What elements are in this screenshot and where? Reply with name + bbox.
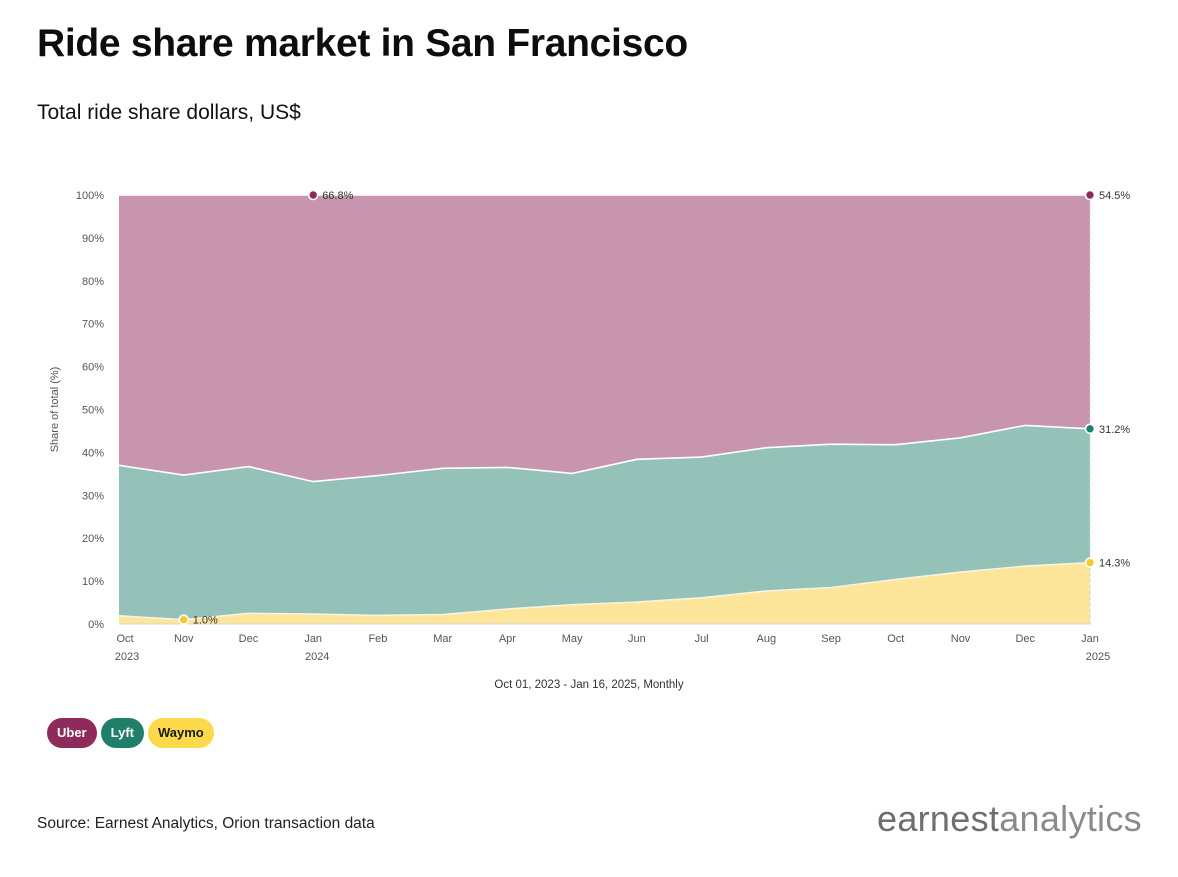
y-tick-label: 100% <box>76 190 104 202</box>
area-uber <box>119 195 1090 482</box>
y-axis-title: Share of total (%) <box>49 367 61 453</box>
marker-uber <box>307 189 319 201</box>
y-tick-label: 70% <box>82 319 104 331</box>
legend: Uber Lyft Waymo <box>47 718 214 748</box>
legend-item-lyft[interactable]: Lyft <box>100 718 144 748</box>
data-label-uber: 54.5% <box>1099 190 1130 202</box>
y-tick-label: 0% <box>88 619 104 631</box>
y-tick-label: 40% <box>82 447 104 459</box>
x-tick-label: Jun <box>628 633 646 645</box>
x-tick-label: Dec <box>239 633 259 645</box>
earnest-analytics-logo: earnestanalytics <box>877 798 1142 840</box>
x-tick-label: Dec <box>1015 633 1035 645</box>
x-tick-label: Nov <box>174 633 194 645</box>
x-tick-label: Sep <box>821 633 841 645</box>
chart-subtitle: Total ride share dollars, US$ <box>37 101 301 124</box>
x-tick-label: Jul <box>695 633 709 645</box>
x-tick-label: Oct <box>887 633 904 645</box>
x-tick-label: Oct <box>116 633 133 645</box>
line-waymo <box>118 561 1091 621</box>
x-tick-label: Nov <box>951 633 971 645</box>
y-tick-label: 10% <box>82 576 104 588</box>
line-lyft <box>118 424 1091 483</box>
x-tick-label: Aug <box>757 633 777 645</box>
legend-item-uber[interactable]: Uber <box>47 718 97 748</box>
legend-item-waymo[interactable]: Waymo <box>147 718 214 748</box>
x-tick-label: Jan <box>1081 633 1099 645</box>
logo-part-earnest: earnest <box>877 798 1000 839</box>
date-range-label: Oct 01, 2023 - Jan 16, 2025, Monthly <box>494 679 684 691</box>
y-tick-label: 50% <box>82 405 104 417</box>
y-tick-label: 20% <box>82 533 104 545</box>
logo-part-analytics: analytics <box>999 798 1142 839</box>
x-tick-label: May <box>562 633 583 645</box>
x-tick-label: Apr <box>499 633 516 645</box>
data-label-uber: 66.8% <box>322 190 353 202</box>
data-label-lyft: 31.2% <box>1099 424 1130 436</box>
stacked-area-chart: 0% 10% 20% 30% 40% 50% 60% 70% 80% 90% 100% Share o… <box>49 189 1130 663</box>
x-tick-label: Feb <box>368 633 387 645</box>
source-note: Source: Earnest Analytics, Orion transac… <box>37 815 375 832</box>
y-tick-label: 90% <box>82 233 104 245</box>
x-tick-year-label: 2023 <box>115 651 139 663</box>
x-tick-year-label: 2025 <box>1086 651 1110 663</box>
marker-lyft <box>1084 423 1096 435</box>
area-lyft <box>119 425 1090 620</box>
y-tick-label: 60% <box>82 362 104 374</box>
data-label-waymo: 1.0% <box>193 615 218 627</box>
chart-title: Ride share market in San Francisco <box>37 22 688 65</box>
y-tick-label: 80% <box>82 276 104 288</box>
x-tick-label: Jan <box>304 633 322 645</box>
data-label-waymo: 14.3% <box>1099 558 1130 570</box>
marker-waymo <box>178 614 190 626</box>
marker-waymo <box>1084 557 1096 568</box>
x-tick-year-label: 2024 <box>305 651 329 663</box>
area-waymo <box>119 562 1090 624</box>
marker-uber <box>1084 189 1096 201</box>
y-tick-label: 30% <box>82 490 104 502</box>
x-tick-label: Mar <box>433 633 452 645</box>
